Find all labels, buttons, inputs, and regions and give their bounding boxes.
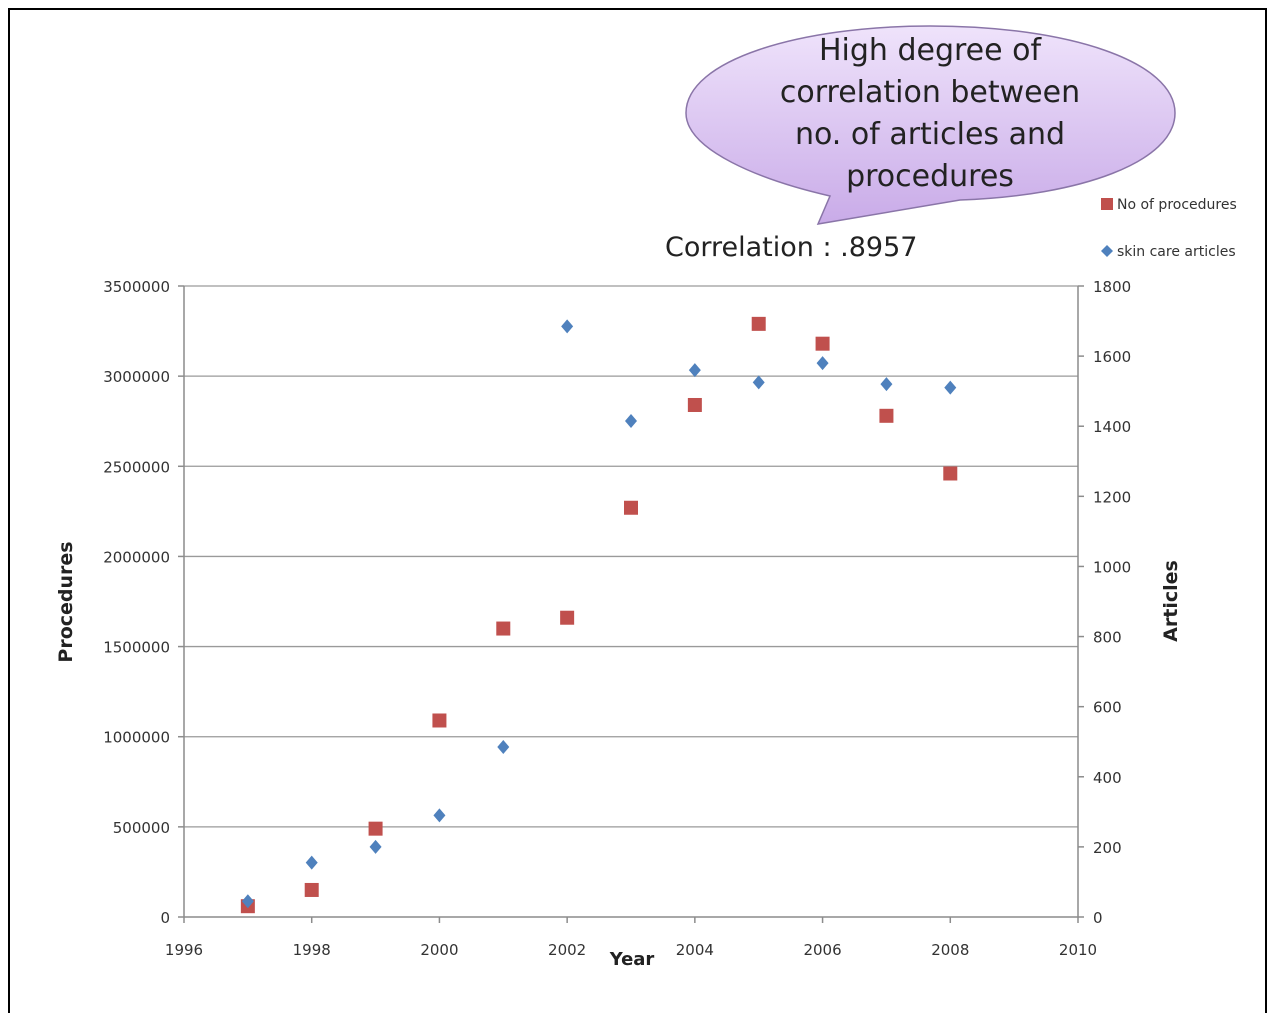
y2-tick-label: 600 [1093, 699, 1122, 717]
y-tick-labels: 0 500000 1000000 1500000 2000000 2500000 30000… [103, 278, 170, 927]
x-tick-label: 2008 [931, 941, 969, 959]
articles-point [880, 377, 893, 392]
articles-point [305, 855, 318, 870]
x-axis-label: Year [609, 949, 655, 970]
procedures-point [879, 408, 894, 423]
legend-marker-procedures [1101, 198, 1113, 210]
articles-point [561, 319, 574, 334]
callout-line: correlation between [779, 75, 1081, 110]
y2-tick-label: 1800 [1093, 278, 1131, 296]
figure-border [8, 8, 1267, 1013]
articles-point [944, 380, 957, 395]
articles-point [433, 808, 446, 823]
x-tick-labels: 1996 1998 2000 2002 2004 2006 2008 2010 [165, 941, 1097, 959]
articles-point [625, 413, 637, 428]
articles-point [752, 375, 765, 390]
x-tick-label: 2010 [1059, 941, 1097, 959]
legend-label: No of procedures [1117, 197, 1237, 213]
y-tick-label: 3000000 [103, 368, 170, 386]
procedures-point [432, 713, 447, 728]
data-points [240, 316, 958, 914]
y2-tick-label: 1600 [1093, 348, 1131, 366]
x-tick-label: 1996 [165, 941, 203, 959]
legend-marker-articles [1101, 245, 1113, 257]
procedures-point [304, 882, 319, 897]
y-tick-label: 3500000 [103, 278, 170, 296]
y2-tick-label: 1400 [1093, 418, 1131, 436]
y-tick-label: 0 [160, 909, 170, 927]
callout-line: High degree of [818, 33, 1042, 68]
y2-tick-label: 0 [1093, 909, 1103, 927]
y2-axis-label: Articles [1160, 560, 1182, 642]
x-tick-label: 2000 [420, 941, 458, 959]
articles-point [241, 894, 254, 909]
procedures-point [560, 610, 575, 625]
y-tick-label: 1500000 [103, 639, 170, 657]
x-tick-label: 2004 [676, 941, 714, 959]
procedures-point [751, 316, 766, 331]
correlation-label: Correlation : .8957 [665, 232, 918, 263]
y-tick-label: 500000 [113, 819, 170, 837]
callout-text: High degree of correlation between no. o… [760, 30, 1100, 198]
callout-line: procedures [846, 159, 1014, 194]
articles-point [497, 739, 510, 754]
x-tick-label: 2002 [548, 941, 586, 959]
y-tick-label: 2500000 [103, 458, 170, 476]
y2-tick-labels: 0 200 400 600 800 1000 1200 1400 1600 1800 [1093, 278, 1131, 927]
y2-tick-label: 1000 [1093, 558, 1131, 576]
x-tick-label: 2006 [803, 941, 841, 959]
y2-tick-label: 800 [1093, 629, 1122, 647]
y-tick-label: 2000000 [103, 548, 170, 566]
procedures-point [368, 821, 383, 836]
y-tick-label: 1000000 [103, 729, 170, 747]
y2-tick-label: 200 [1093, 839, 1122, 857]
procedures-point [943, 466, 958, 481]
callout-line: no. of articles and [794, 117, 1066, 152]
x-tick-label: 1998 [293, 941, 331, 959]
articles-point [688, 363, 701, 378]
gridlines [184, 285, 1078, 828]
y2-tick-label: 1200 [1093, 488, 1131, 506]
legend-label: skin care articles [1117, 244, 1236, 260]
y2-tick-label: 400 [1093, 769, 1122, 787]
legend: No of procedures skin care articles [1101, 197, 1237, 260]
articles-point [369, 839, 382, 854]
y-axis-label: Procedures [55, 541, 77, 662]
callout-bubble [685, 25, 1176, 225]
articles-point [816, 356, 829, 371]
axes [178, 285, 1084, 923]
procedures-point [496, 621, 511, 636]
procedures-point [687, 397, 702, 412]
procedures-point [815, 336, 830, 351]
procedures-point [624, 500, 638, 515]
